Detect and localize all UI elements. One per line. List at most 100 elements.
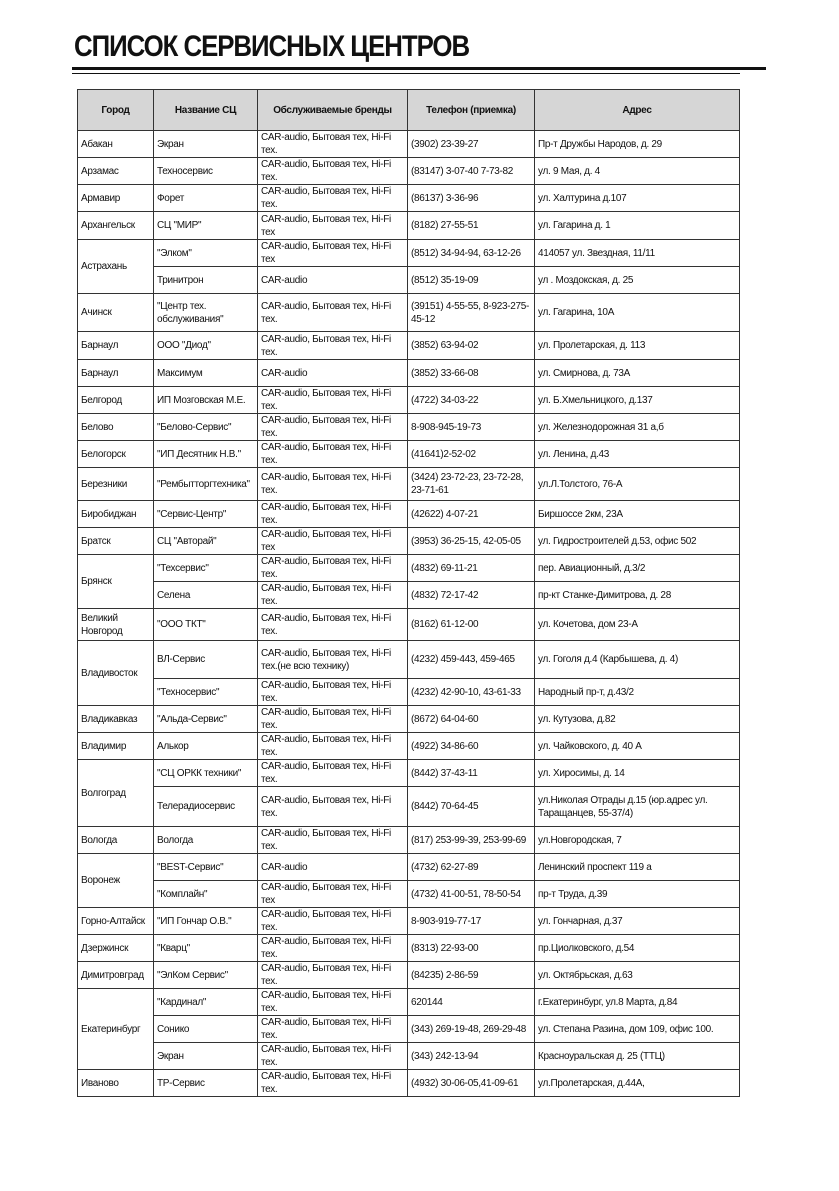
city: Армавир [77,184,154,212]
center-name: "Комплайн" [153,880,258,908]
center-name: "СЦ ОРКК техники" [153,759,258,787]
phone: (4832) 72-17-42 [407,581,535,609]
phone: (3852) 63-94-02 [407,331,535,360]
city: Волгоград [77,759,154,827]
column-header: Обслуживаемые бренды [257,89,408,131]
phone: (4732) 41-00-51, 78-50-54 [407,880,535,908]
table-row: Воронеж "BEST-Сервис" CAR-audio (4732) 62-2… [77,853,740,908]
phone: (4732) 62-27-89 [407,853,535,881]
city: Березники [77,467,154,501]
address: ул. Гагарина д. 1 [534,211,740,240]
phone: (83147) 3-07-40 7-73-82 [407,157,535,185]
city: Вологда [77,826,154,854]
header-row: Город Название СЦ Обслуживаемые бренды Теле… [77,89,740,131]
table-row: Телерадиосервис CAR-audio, Бытовая тех, H… [78,786,740,827]
phone: (4722) 34-03-22 [407,386,535,414]
address: ул. Смирнова, д. 73А [534,359,740,387]
brands: CAR-audio [257,359,408,387]
city: Брянск [77,554,154,609]
phone: (3902) 23-39-27 [407,130,535,158]
center-name: Техносервис [153,157,258,185]
table-row: Тринитрон CAR-audio (8512) 35-19-09 ул . Мо… [78,266,740,294]
brands: CAR-audio, Бытовая тех, Hi-Fi тех. [257,157,408,185]
brands: CAR-audio, Бытовая тех, Hi-Fi тех. [257,907,408,935]
city: Димитровград [77,961,154,989]
phone: (42622) 4-07-21 [407,500,535,528]
center-name: Максимум [153,359,258,387]
table-row: Владимир Алькор CAR-audio, Бытовая тех, Hi… [77,732,740,760]
table-row: Владивосток ВЛ-Сервис CAR-audio, Бытовая т… [77,640,740,706]
phone: (8182) 27-55-51 [407,211,535,240]
center-name: Экран [153,1042,258,1070]
city: Арзамас [77,157,154,185]
table-row: Брянск "Техсервис" CAR-audio, Бытовая тех,… [77,554,740,609]
phone: (8442) 70-64-45 [407,786,535,827]
brands: CAR-audio, Бытовая тех, Hi-Fi тех. [257,1069,408,1097]
table-row: Дзержинск "Кварц" CAR-audio, Бытовая тех, … [77,934,740,962]
brands: CAR-audio, Бытовая тех, Hi-Fi тех [257,211,408,240]
city: Иваново [77,1069,154,1097]
city: Владимир [77,732,154,760]
table-row: Белово "Белово-Сервис" CAR-audio, Бытовая … [77,413,740,441]
brands: CAR-audio, Бытовая тех, Hi-Fi тех. [257,678,408,706]
phone: (4932) 30-06-05,41-09-61 [407,1069,535,1097]
city: Владикавказ [77,705,154,733]
phone: (41641)2-52-02 [407,440,535,468]
center-name: ИП Мозговская М.Е. [153,386,258,414]
address: пер. Авиационный, д.3/2 [534,554,740,582]
table-row: Селена CAR-audio, Бытовая тех, Hi-Fi тех.… [78,581,740,609]
phone: 8-903-919-77-17 [407,907,535,935]
brands: CAR-audio, Бытовая тех, Hi-Fi тех. [257,130,408,158]
table-row: Березники "Рембытторгтехника" CAR-audio, Б… [77,467,740,501]
table-row: Биробиджан "Сервис-Центр" CAR-audio, Бытов… [77,500,740,528]
address: пр-кт Станке-Димитрова, д. 28 [534,581,740,609]
table-body: Абакан Экран CAR-audio, Бытовая тех, Hi-Fi… [77,130,740,1097]
brands: CAR-audio, Бытовая тех, Hi-Fi тех. [257,961,408,989]
table-row: "Комплайн" CAR-audio, Бытовая тех, Hi-Fi … [78,880,740,908]
center-name: "Техносервис" [153,678,258,706]
city: Белогорск [77,440,154,468]
brands: CAR-audio, Бытовая тех, Hi-Fi тех. [257,608,408,641]
phone: (8162) 61-12-00 [407,608,535,641]
center-name: Телерадиосервис [153,786,258,827]
phone: (86137) 3-36-96 [407,184,535,212]
phone: (8313) 22-93-00 [407,934,535,962]
brands: CAR-audio [257,853,408,881]
phone: (8442) 37-43-11 [407,759,535,787]
phone: (8672) 64-04-60 [407,705,535,733]
city: Архангельск [77,211,154,240]
center-name: ТР-Сервис [153,1069,258,1097]
city: Астрахань [77,239,154,294]
table-row: Барнаул ООО "Диод" CAR-audio, Бытовая тех,… [77,331,740,360]
table-row: Горно-Алтайск "ИП Гончар О.В." CAR-audio, … [77,907,740,935]
brands: CAR-audio, Бытовая тех, Hi-Fi тех [257,880,408,908]
address: Ленинский проспект 119 а [534,853,740,881]
address: Пр-т Дружбы Народов, д. 29 [534,130,740,158]
brands: CAR-audio [257,266,408,294]
phone: (3852) 33-66-08 [407,359,535,387]
table-row: Арзамас Техносервис CAR-audio, Бытовая тех… [77,157,740,185]
address: ул.Николая Отрады д.15 (юр.адрес ул. Тар… [534,786,740,827]
city: Барнаул [77,359,154,387]
table-row: Вологда Вологда CAR-audio, Бытовая тех, Hi… [77,826,740,854]
city: Владивосток [77,640,154,706]
brands: CAR-audio, Бытовая тех, Hi-Fi тех. [257,500,408,528]
address: ул. Кутузова, д.82 [534,705,740,733]
city: Воронеж [77,853,154,908]
phone: (4832) 69-11-21 [407,554,535,582]
table-row: Ачинск "Центр тех. обслуживания" CAR-audio… [77,293,740,332]
table-row: Экран CAR-audio, Бытовая тех, Hi-Fi тех.(… [78,1042,740,1070]
address: ул. Гоголя д.4 (Карбышева, д. 4) [534,640,740,679]
address: ул.Новгородская, 7 [534,826,740,854]
brands: CAR-audio, Бытовая тех, Hi-Fi тех. [257,184,408,212]
title-rule [72,67,766,70]
phone: (3424) 23-72-23, 23-72-28, 23-71-61 [407,467,535,501]
table-row: Астрахань "Элком" CAR-audio, Бытовая тех, … [77,239,740,294]
phone: (39151) 4-55-55, 8-923-275-45-12 [407,293,535,332]
center-name: "Центр тех. обслуживания" [153,293,258,332]
center-name: "Рембытторгтехника" [153,467,258,501]
table-row: Иваново ТР-Сервис CAR-audio, Бытовая тех, … [77,1069,740,1097]
address: ул . Моздокская, д. 25 [534,266,740,294]
brands: CAR-audio, Бытовая тех, Hi-Fi тех. [257,934,408,962]
